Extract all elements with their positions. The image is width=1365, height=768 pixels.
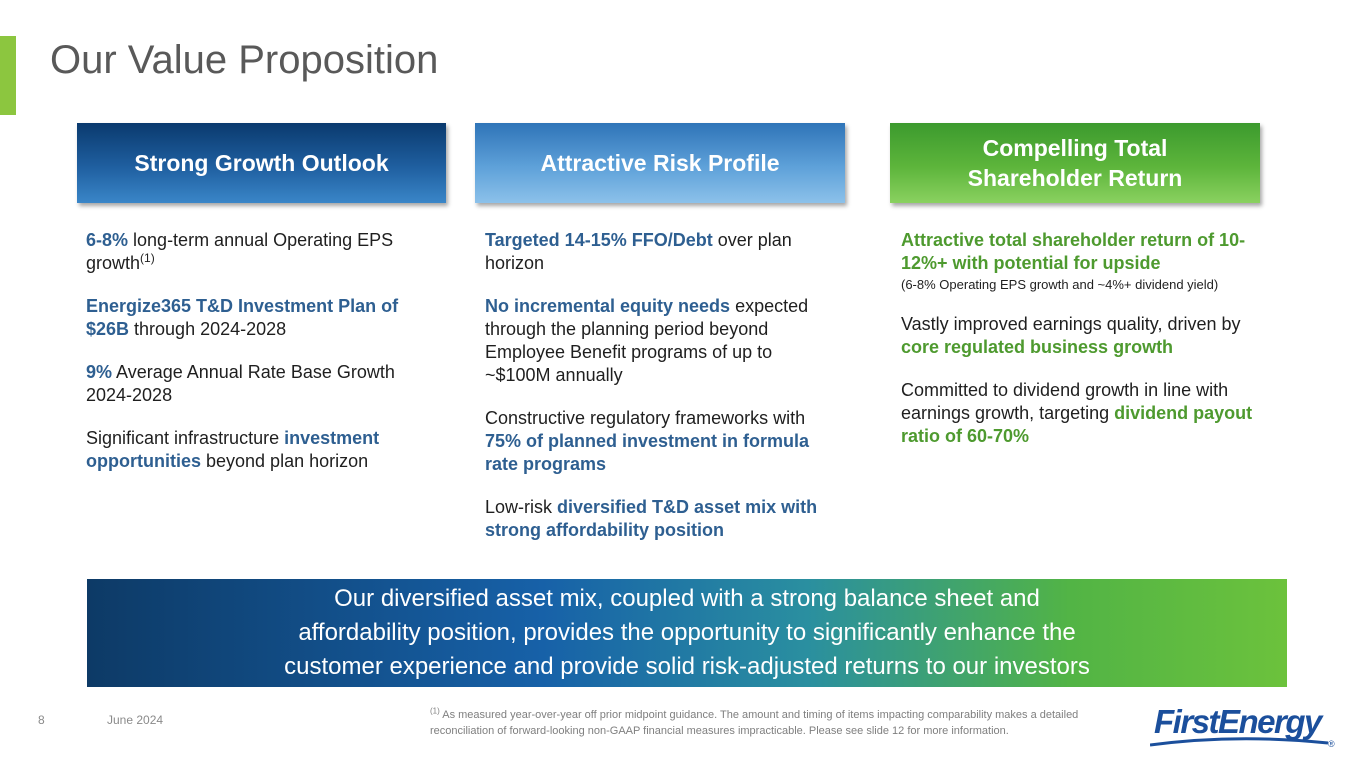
banner-line: Our diversified asset mix, coupled with … [334, 585, 1040, 612]
bullet-infrastructure: Significant infrastructure investment op… [86, 428, 380, 471]
bullet-dividend: Committed to dividend growth in line wit… [901, 380, 1253, 446]
bullet-eps-growth: 6-8% long-term annual Operating EPS grow… [86, 230, 394, 273]
bullet-asset-mix: Low-risk diversified T&D asset mix with … [485, 497, 818, 540]
banner-line: customer experience and provide solid ri… [284, 653, 1090, 680]
growth-outlook-column: 6-8% long-term annual Operating EPS grow… [86, 229, 436, 493]
header-label: Strong Growth Outlook [134, 150, 389, 176]
banner-line: affordability position, provides the opp… [298, 619, 1076, 646]
header-shareholder-return: Compelling Total Shareholder Return [890, 123, 1260, 203]
header-label: Attractive Risk Profile [540, 150, 780, 176]
header-strong-growth: Strong Growth Outlook [77, 123, 446, 203]
footer-date: June 2024 [107, 713, 164, 727]
bullet-rate-base: 9% Average Annual Rate Base Growth 2024-… [86, 362, 395, 405]
page-number: 8 [38, 713, 45, 727]
bullet-tsr: Attractive total shareholder return of 1… [901, 230, 1246, 292]
logo-registered-mark: ® [1328, 739, 1335, 749]
logo-wordmark: FirstEnergy [1154, 703, 1324, 740]
header-label-line2: Shareholder Return [967, 165, 1183, 191]
bullet-ffo-debt: Targeted 14-15% FFO/Debt over plan horiz… [485, 230, 792, 273]
logo-swoosh-icon [1150, 737, 1329, 747]
summary-banner: Our diversified asset mix, coupled with … [87, 579, 1287, 687]
bullet-regulatory: Constructive regulatory frameworks with … [485, 408, 810, 474]
bullet-equity-needs: No incremental equity needs expected thr… [485, 296, 809, 385]
title-accent-bar [0, 36, 16, 115]
bullet-investment-plan: Energize365 T&D Investment Plan of $26B … [86, 296, 399, 339]
header-risk-profile: Attractive Risk Profile [475, 123, 845, 203]
header-label-line1: Compelling Total [982, 135, 1168, 161]
firstenergy-logo: FirstEnergy ® [1150, 703, 1335, 749]
footnote: (1) As measured year-over-year off prior… [430, 706, 1079, 737]
bullet-earnings-quality: Vastly improved earnings quality, driven… [901, 314, 1241, 357]
shareholder-return-column: Attractive total shareholder return of 1… [901, 229, 1261, 468]
risk-profile-column: Targeted 14-15% FFO/Debt over plan horiz… [485, 229, 830, 562]
slide-title: Our Value Proposition [50, 38, 439, 82]
